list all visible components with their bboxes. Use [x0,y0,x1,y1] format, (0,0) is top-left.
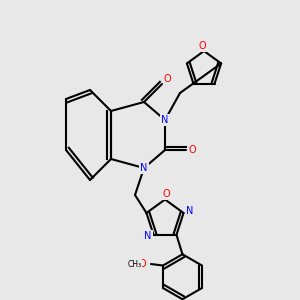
Text: N: N [145,231,152,241]
Text: CH₃: CH₃ [128,260,142,268]
Text: N: N [161,115,169,125]
Text: O: O [163,189,170,199]
Text: O: O [189,145,196,155]
Text: O: O [164,74,171,84]
Text: O: O [139,259,146,269]
Text: N: N [186,206,193,217]
Text: O: O [199,40,206,51]
Text: N: N [140,163,148,173]
